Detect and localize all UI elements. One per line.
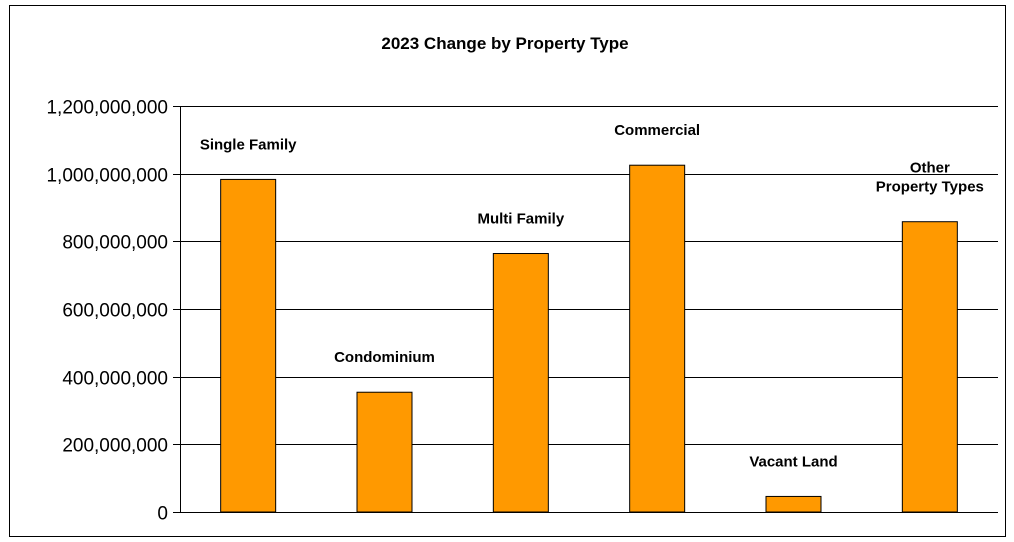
bar-label: Multi Family [477, 211, 564, 228]
bar-label: Property Types [876, 179, 984, 196]
bar [901, 221, 958, 513]
bar-label: Single Family [200, 136, 297, 153]
chart-frame: 2023 Change by Property Type 0 200,000,00… [9, 5, 1006, 537]
bar [356, 391, 413, 513]
bar [765, 495, 822, 513]
bar [492, 253, 549, 513]
gridlines [180, 106, 998, 445]
bar-label: Commercial [614, 122, 700, 139]
y-tick-labels: 0 200,000,000 400,000,000 600,000,000 800,00… [46, 98, 168, 525]
y-tick-label: 1,000,000,000 [46, 166, 168, 187]
bar-label: Vacant Land [749, 453, 837, 470]
bar-label: Other [910, 160, 950, 177]
y-tick-label: 400,000,000 [62, 369, 168, 390]
y-tick-label: 0 [157, 504, 168, 525]
bar [220, 178, 277, 513]
bar-category-labels: Single Family Condominium Multi Family Comm… [200, 122, 984, 470]
y-tick-label: 800,000,000 [62, 233, 168, 254]
y-tick-label: 600,000,000 [62, 301, 168, 322]
y-tick-label: 1,200,000,000 [46, 98, 168, 119]
bar [629, 164, 686, 513]
bar-chart: 2023 Change by Property Type 0 200,000,00… [46, 34, 998, 525]
axes [173, 106, 998, 513]
bar-label: Condominium [334, 349, 435, 366]
bars [220, 164, 958, 513]
chart-title: 2023 Change by Property Type [381, 34, 628, 53]
y-tick-label: 200,000,000 [62, 436, 168, 457]
